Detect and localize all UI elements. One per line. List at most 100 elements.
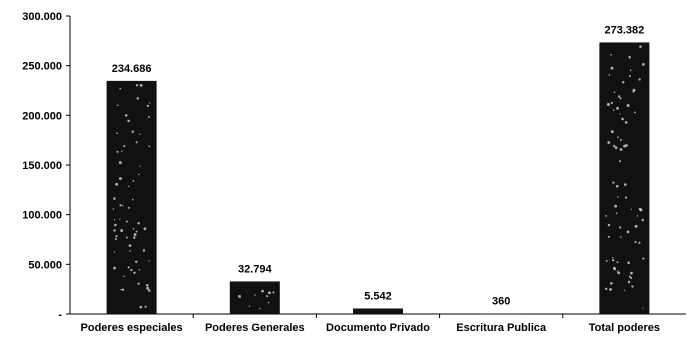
bar-speckle: [116, 132, 118, 135]
y-tick-label: 300.000: [22, 11, 62, 23]
data-label: 360: [492, 296, 510, 308]
category-labels: Poderes especiales Poderes Generales Docum…: [81, 322, 661, 334]
bar-speckle: [113, 266, 116, 270]
bar-speckle: [605, 214, 608, 217]
bar-speckle: [620, 236, 622, 238]
bar-speckle: [259, 307, 261, 310]
bar-speckle: [132, 228, 135, 230]
bar-speckle: [122, 205, 124, 207]
bar-speckle: [623, 289, 626, 292]
y-tick-label: 250.000: [22, 61, 62, 73]
category-label: Documento Privado: [326, 322, 430, 334]
bar: [476, 313, 527, 315]
bar-speckle: [143, 227, 147, 231]
bar-speckle: [119, 204, 122, 207]
bar-speckle: [636, 215, 639, 217]
bar-speckle: [128, 185, 130, 188]
bar-speckle: [607, 235, 610, 238]
bar-speckle: [113, 251, 116, 253]
bar-speckle: [267, 301, 270, 304]
bar-speckle: [125, 220, 128, 223]
bar-speckle: [617, 136, 619, 139]
bar-speckle: [619, 97, 622, 100]
bar-speckle: [634, 224, 638, 228]
bar-speckle: [619, 148, 623, 151]
bar-speckle: [129, 250, 131, 252]
bar-speckle: [265, 295, 269, 298]
data-label: 273.382: [605, 24, 645, 36]
data-labels: 234.686 32.794 5.542 360 273.382: [112, 24, 645, 307]
bar-speckle: [272, 291, 275, 294]
bar-speckle: [641, 62, 645, 66]
bar-speckle: [610, 101, 613, 104]
bar-speckle: [138, 269, 141, 271]
bar-speckle: [630, 277, 633, 280]
bar-speckle: [627, 261, 630, 265]
bar-speckle: [113, 219, 116, 221]
bar-speckle: [116, 104, 119, 107]
bar-speckle: [619, 138, 622, 141]
bar-speckle: [631, 285, 634, 288]
bar-speckle: [632, 90, 635, 93]
bar-speckle: [619, 160, 622, 163]
bar-speckle: [615, 184, 619, 188]
bar-speckle: [630, 208, 632, 210]
bar-speckle: [137, 221, 140, 225]
bar-speckle: [119, 218, 121, 220]
bar-speckle: [128, 244, 132, 247]
bar-speckle: [624, 196, 628, 199]
category-label: Total poderes: [589, 322, 660, 334]
bar-speckle: [112, 208, 114, 210]
bar-speckle: [617, 95, 621, 98]
x-axis: [70, 313, 686, 318]
bar-speckle: [121, 288, 125, 291]
data-label: 5.542: [364, 290, 392, 302]
bar-speckle: [614, 146, 618, 150]
y-axis: - 50.000 100.000 150.000 200.000 250.000 300.0…: [22, 11, 71, 321]
bar-speckle: [624, 121, 628, 124]
bar-speckle: [623, 183, 627, 186]
bar-speckle: [134, 260, 138, 264]
bar-speckle: [136, 97, 139, 100]
bar-speckle: [634, 111, 636, 114]
bar-speckle: [131, 198, 134, 201]
bar-speckle: [626, 230, 630, 234]
bar-speckle: [121, 150, 123, 152]
bar-speckle: [238, 295, 242, 298]
bar: [599, 42, 650, 314]
bar-speckle: [135, 84, 139, 87]
bar-speckle: [639, 45, 642, 48]
bar-speckle: [634, 240, 637, 244]
bar-speckle: [139, 83, 143, 87]
bar-speckle: [135, 141, 138, 144]
bar-speckle: [137, 282, 140, 285]
bar-speckle: [139, 133, 141, 135]
bar-speckle: [148, 289, 151, 292]
y-tick-label: -: [58, 309, 62, 321]
bar-speckle: [619, 226, 622, 229]
bar-speckle: [139, 165, 141, 167]
bar-speckle: [610, 130, 614, 134]
bar-speckle: [621, 117, 624, 120]
bar-speckle: [610, 66, 614, 70]
bar-speckle: [133, 271, 136, 275]
bar-speckle: [148, 260, 150, 262]
bar-speckle: [627, 280, 631, 284]
bar-speckle: [606, 103, 610, 107]
bar-speckle: [615, 212, 618, 215]
bar-speckle: [135, 230, 138, 233]
category-label: Poderes Generales: [205, 322, 305, 334]
bar: [353, 308, 403, 314]
bar: [229, 281, 280, 314]
bar-speckle: [628, 275, 631, 278]
y-tick-label: 50.000: [28, 259, 62, 271]
bar-speckle: [626, 104, 630, 107]
y-tick-label: 200.000: [22, 110, 62, 122]
y-tick-label: 150.000: [22, 160, 62, 172]
bar-speckle: [113, 229, 116, 232]
bar-speckle: [144, 305, 147, 308]
bar-speckle: [612, 181, 615, 184]
bar-speckle: [608, 74, 611, 76]
bar-speckle: [638, 241, 641, 244]
bar-speckle: [120, 229, 124, 233]
